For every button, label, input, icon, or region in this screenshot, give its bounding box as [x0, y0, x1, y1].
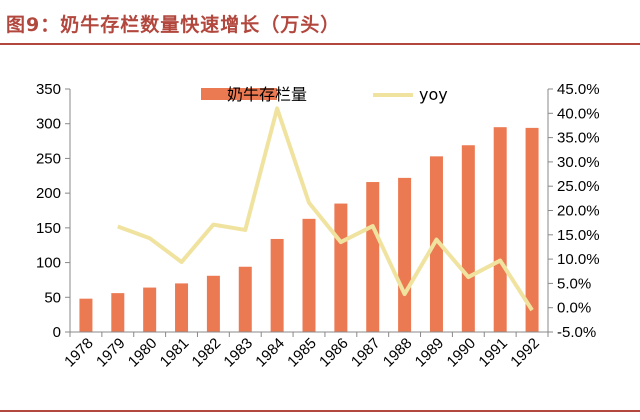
- x-tick-label-1990: 1990: [444, 335, 480, 371]
- bar-1980: [143, 287, 157, 332]
- bar-1990: [461, 145, 475, 332]
- right-tick-label: 45.0%: [557, 81, 600, 98]
- right-tick-label: 30.0%: [557, 154, 600, 171]
- x-tick-label-1984: 1984: [252, 335, 288, 371]
- left-tick-label: 50: [44, 289, 61, 306]
- bar-1988: [398, 177, 412, 332]
- bar-1978: [79, 298, 93, 332]
- bar-1991: [493, 127, 507, 332]
- bottom-divider: [0, 410, 640, 412]
- x-tick-label-1987: 1987: [348, 335, 384, 371]
- x-tick-label-1982: 1982: [189, 335, 225, 371]
- bar-1992: [525, 127, 539, 332]
- left-tick-label: 350: [36, 81, 61, 98]
- right-tick-label: 10.0%: [557, 251, 600, 268]
- x-tick-label-1979: 1979: [93, 335, 129, 371]
- legend-bar-swatch: [201, 88, 277, 100]
- title-divider: [0, 43, 640, 45]
- x-tick-label-1980: 1980: [125, 335, 161, 371]
- x-tick-label-1988: 1988: [380, 335, 416, 371]
- bar-series: [79, 127, 539, 332]
- legend-label-yoy: yoy: [419, 85, 448, 104]
- x-tick-label-1989: 1989: [412, 335, 448, 371]
- x-tick-label-1986: 1986: [316, 335, 352, 371]
- bar-1989: [429, 156, 443, 332]
- right-tick-label: -5.0%: [557, 324, 596, 341]
- bar-1984: [270, 238, 284, 332]
- bar-1986: [334, 203, 348, 332]
- bar-1987: [366, 182, 380, 332]
- figure-title: 图9：奶牛存栏数量快速增长（万头）: [6, 14, 341, 36]
- x-tick-label-1992: 1992: [507, 335, 543, 371]
- legend: 奶牛存栏量 yoy: [201, 85, 448, 104]
- right-tick-label: 5.0%: [557, 275, 591, 292]
- x-tick-label-1981: 1981: [157, 335, 193, 371]
- right-tick-label: 35.0%: [557, 130, 600, 147]
- x-tick-label-1985: 1985: [284, 335, 320, 371]
- right-tick-label: 20.0%: [557, 203, 600, 220]
- bar-1982: [206, 275, 220, 332]
- yoy-line-series: [117, 106, 534, 312]
- left-tick-label: 250: [36, 150, 61, 167]
- right-tick-label: 25.0%: [557, 178, 600, 195]
- bar-1979: [111, 293, 125, 332]
- legend-label-bars: 奶牛存栏量: [227, 85, 307, 104]
- x-tick-label-1983: 1983: [220, 335, 256, 371]
- bar-1983: [238, 266, 252, 332]
- right-tick-label: 40.0%: [557, 105, 600, 122]
- left-tick-label: 300: [36, 116, 61, 133]
- x-tick-label-1991: 1991: [475, 335, 511, 371]
- bar-1981: [175, 283, 189, 332]
- x-tick-label-1978: 1978: [61, 335, 97, 371]
- left-tick-label: 200: [36, 185, 61, 202]
- left-tick-label: 0: [53, 324, 61, 341]
- left-tick-label: 100: [36, 255, 61, 272]
- yoy-line: [117, 106, 534, 312]
- right-tick-label: 0.0%: [557, 300, 591, 317]
- left-tick-label: 150: [36, 220, 61, 237]
- right-tick-label: 15.0%: [557, 227, 600, 244]
- bar-1985: [302, 218, 316, 332]
